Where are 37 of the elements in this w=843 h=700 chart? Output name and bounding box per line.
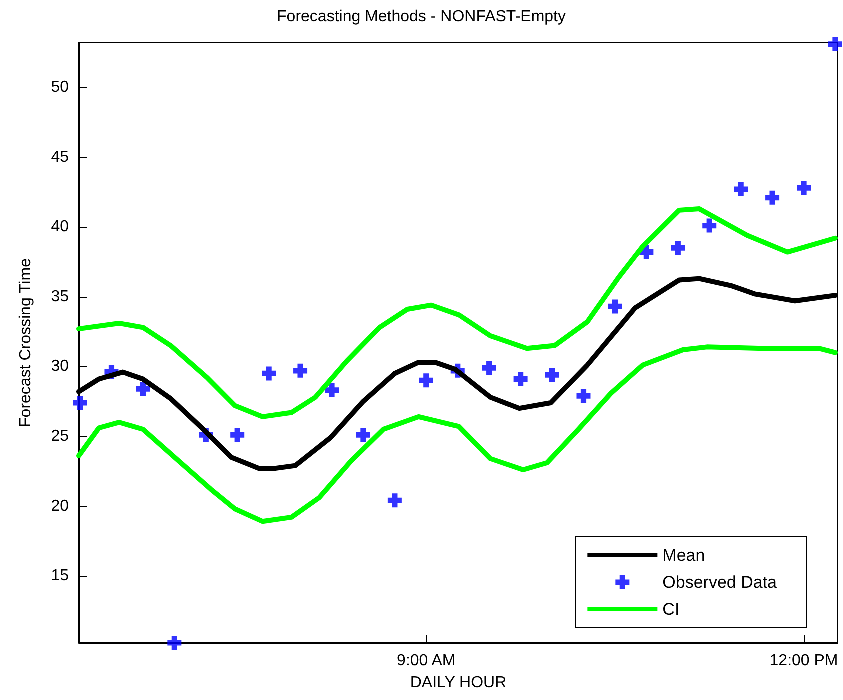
point xyxy=(419,374,434,388)
x-tick-label: 9:00 AM xyxy=(397,652,456,670)
legend-label: Mean xyxy=(662,546,706,565)
y-tick-label: 25 xyxy=(51,428,70,445)
y-tick-label: 35 xyxy=(51,288,70,306)
point xyxy=(545,368,560,382)
legend-label: CI xyxy=(662,600,680,619)
point xyxy=(388,494,402,508)
point xyxy=(797,181,812,196)
point xyxy=(734,182,748,197)
point xyxy=(576,389,591,404)
point xyxy=(230,428,245,442)
point xyxy=(136,382,150,396)
point xyxy=(671,241,686,256)
y-tick-label: 40 xyxy=(51,218,70,236)
point xyxy=(294,364,308,378)
point xyxy=(514,372,528,386)
y-tick-label: 15 xyxy=(51,568,70,585)
x-tick-label: 12:00 PM xyxy=(770,652,838,670)
point xyxy=(356,428,370,442)
point xyxy=(766,190,780,205)
point xyxy=(262,366,276,381)
point xyxy=(828,37,842,52)
x-axis-title: DAILY HOUR xyxy=(410,674,507,692)
y-tick-label: 30 xyxy=(51,358,70,376)
point xyxy=(702,218,717,233)
y-tick-label: 20 xyxy=(51,498,70,515)
point xyxy=(73,396,88,410)
legend-label: Observed Data xyxy=(662,573,778,592)
point xyxy=(482,361,496,376)
y-tick-label: 50 xyxy=(51,79,70,96)
chart-title: Forecasting Methods - NONFAST-Empty xyxy=(277,8,566,26)
point xyxy=(325,383,339,398)
point xyxy=(608,300,622,314)
y-tick-label: 45 xyxy=(51,148,70,166)
point xyxy=(168,636,182,650)
y-axis-title: Forecast Crossing Time xyxy=(18,258,34,428)
